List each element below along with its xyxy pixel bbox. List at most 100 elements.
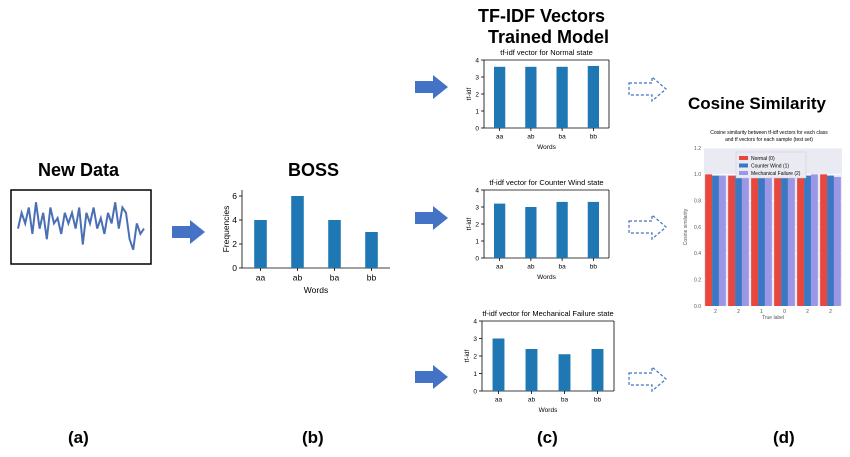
x-tick-label: ba bbox=[330, 273, 340, 283]
cosine-heading: Cosine Similarity bbox=[688, 94, 826, 113]
x-tick-label: ab bbox=[527, 134, 535, 141]
x-tick-label: ab bbox=[527, 264, 535, 271]
legend-swatch bbox=[739, 171, 748, 175]
legend-label: Normal (0) bbox=[751, 156, 775, 162]
boss-heading: BOSS bbox=[288, 160, 340, 180]
y-tick-label: 2 bbox=[473, 353, 477, 360]
y-tick-label: 0.0 bbox=[694, 304, 701, 310]
y-tick-label: 0 bbox=[475, 125, 479, 132]
bar-aa bbox=[254, 220, 267, 268]
bar-ba bbox=[558, 354, 571, 391]
chart-title: tf-idf vector for Normal state bbox=[500, 48, 593, 57]
bar-bb bbox=[591, 349, 604, 391]
bar-bb bbox=[587, 65, 599, 128]
bar-mechanical-failure bbox=[833, 176, 841, 306]
x-tick-label: 2 bbox=[737, 309, 740, 315]
y-tick-label: 4 bbox=[475, 187, 479, 194]
x-tick-label: bb bbox=[590, 134, 598, 141]
y-tick-label: 2 bbox=[232, 239, 237, 249]
bar-normal bbox=[820, 174, 828, 306]
y-axis-label: tf-idf bbox=[466, 87, 473, 100]
y-tick-label: 4 bbox=[473, 318, 477, 325]
arrow-to-counter bbox=[415, 206, 448, 230]
y-tick-label: 1 bbox=[475, 238, 479, 245]
panel-label-a: (a) bbox=[68, 428, 89, 447]
bar-ab bbox=[525, 349, 538, 391]
arrow-icon bbox=[172, 220, 205, 244]
arrow-icon bbox=[415, 365, 448, 389]
legend-swatch bbox=[739, 163, 748, 168]
bar-normal bbox=[705, 174, 713, 306]
bar-mechanical-failure bbox=[741, 176, 749, 306]
y-tick-label: 3 bbox=[475, 204, 479, 211]
x-axis-label: Words bbox=[537, 274, 556, 281]
x-tick-label: bb bbox=[367, 273, 377, 283]
legend-label: Mechanical Failure (2) bbox=[751, 171, 801, 177]
bar-mechanical-failure bbox=[764, 175, 772, 306]
x-axis-label: Words bbox=[537, 144, 556, 151]
panel-label-b: (b) bbox=[302, 428, 324, 447]
x-tick-label: 2 bbox=[829, 309, 832, 315]
x-tick-label: aa bbox=[495, 397, 503, 404]
x-tick-label: ba bbox=[561, 397, 569, 404]
x-tick-label: ab bbox=[528, 397, 536, 404]
bar-counter-wind bbox=[712, 175, 719, 306]
bar-mechanical-failure bbox=[810, 174, 818, 306]
y-tick-label: 2 bbox=[475, 221, 479, 228]
y-axis-label: Cosine similarity bbox=[683, 208, 689, 245]
y-tick-label: 0 bbox=[232, 263, 237, 273]
arrow-to-boss bbox=[172, 220, 205, 244]
bar-ab bbox=[291, 196, 304, 268]
x-tick-label: 1 bbox=[760, 309, 763, 315]
y-tick-label: 2 bbox=[475, 91, 479, 98]
chart-title: tf-idf vector for Mechanical Failure sta… bbox=[482, 309, 613, 318]
bar-bb bbox=[365, 232, 378, 268]
new-data-signal-chart bbox=[10, 189, 152, 265]
bar-bb bbox=[587, 201, 599, 258]
dashed-arrow-mechanical bbox=[628, 366, 667, 392]
tfidf-heading-line1: TF-IDF Vectors bbox=[478, 6, 606, 26]
dashed-arrow-normal bbox=[628, 76, 667, 102]
tfidf-normal-chart: tf-idf vector for Normal state 0 1 2 3 4 aa ab b… bbox=[466, 48, 610, 151]
y-tick-label: 1.0 bbox=[694, 172, 701, 178]
tfidf-heading-line2: Trained Model bbox=[488, 27, 610, 47]
bar-ba bbox=[556, 66, 568, 128]
x-tick-label: aa bbox=[256, 273, 266, 283]
arrow-to-normal bbox=[415, 75, 448, 99]
y-tick-label: 4 bbox=[475, 57, 479, 64]
dashed-arrow-icon bbox=[628, 366, 667, 392]
y-tick-label: 1 bbox=[473, 371, 477, 378]
signal-line bbox=[17, 202, 145, 251]
x-tick-label: ba bbox=[559, 264, 567, 271]
y-tick-label: 0.8 bbox=[694, 198, 701, 204]
bar-ba bbox=[328, 220, 341, 268]
y-tick-label: 6 bbox=[232, 191, 237, 201]
bar-counter-wind bbox=[781, 175, 788, 306]
panel-label-d: (d) bbox=[773, 428, 795, 447]
panel-label-c: (c) bbox=[537, 428, 558, 447]
dashed-arrow-icon bbox=[628, 214, 667, 240]
x-axis-label: True label bbox=[762, 315, 784, 321]
tfidf-mechanical-chart: tf-idf vector for Mechanical Failure sta… bbox=[464, 309, 615, 413]
arrow-to-mechanical bbox=[415, 365, 448, 389]
new-data-heading: New Data bbox=[38, 160, 120, 180]
y-tick-label: 0 bbox=[473, 388, 477, 395]
chart-title-line: and tf vectors for each sample (test set… bbox=[725, 137, 813, 143]
x-tick-label: aa bbox=[496, 134, 504, 141]
x-tick-label: 2 bbox=[714, 309, 717, 315]
chart-title-line: Cosine similarity between tf-idf vectors… bbox=[710, 130, 828, 136]
bar-normal bbox=[728, 175, 736, 306]
legend-label: Counter Wind (1) bbox=[751, 164, 789, 170]
x-tick-label: bb bbox=[590, 264, 598, 271]
y-tick-label: 0 bbox=[475, 255, 479, 262]
bar-aa bbox=[494, 66, 506, 128]
tfidf-counter-chart: tf-idf vector for Counter Wind state 0 1 2 3… bbox=[466, 178, 610, 281]
y-tick-label: 3 bbox=[473, 336, 477, 343]
dashed-arrow-counter bbox=[628, 214, 667, 240]
y-tick-label: 1 bbox=[475, 108, 479, 115]
bar-counter-wind bbox=[735, 175, 742, 306]
y-axis-label: tf-idf bbox=[466, 217, 473, 230]
arrow-icon bbox=[415, 75, 448, 99]
dashed-arrow-icon bbox=[628, 76, 667, 102]
bar-ab bbox=[525, 207, 537, 258]
